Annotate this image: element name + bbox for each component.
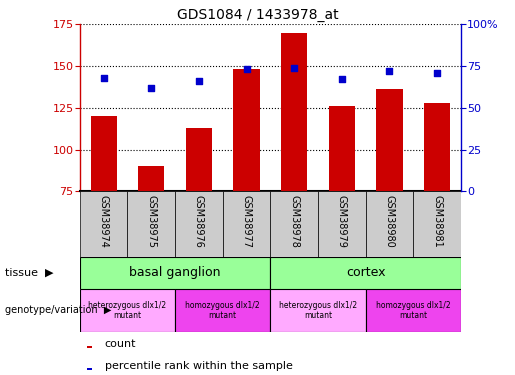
Text: homozygous dlx1/2
mutant: homozygous dlx1/2 mutant [376, 301, 451, 320]
Bar [413, 191, 461, 257]
Bar [128, 191, 175, 257]
Bar [233, 69, 260, 316]
Bar [88, 346, 92, 348]
Text: GSM38980: GSM38980 [385, 195, 394, 247]
Bar [80, 289, 175, 332]
Text: genotype/variation  ▶: genotype/variation ▶ [5, 305, 112, 315]
Point [338, 76, 346, 82]
Text: homozygous dlx1/2
mutant: homozygous dlx1/2 mutant [185, 301, 260, 320]
Text: GSM38981: GSM38981 [432, 195, 442, 247]
Bar [91, 116, 117, 316]
Bar [318, 191, 366, 257]
Bar [270, 191, 318, 257]
Text: tissue  ▶: tissue ▶ [5, 268, 54, 278]
Bar [222, 191, 270, 257]
Text: heterozygous dlx1/2
mutant: heterozygous dlx1/2 mutant [279, 301, 357, 320]
Text: heterozygous dlx1/2
mutant: heterozygous dlx1/2 mutant [89, 301, 166, 320]
Text: GDS1084 / 1433978_at: GDS1084 / 1433978_at [177, 9, 338, 22]
Point [385, 68, 393, 74]
Text: GSM38974: GSM38974 [99, 195, 109, 248]
Point [195, 78, 203, 84]
Text: GSM38979: GSM38979 [337, 195, 347, 248]
Text: count: count [105, 339, 136, 349]
Bar [186, 128, 212, 316]
Bar [175, 289, 270, 332]
Bar [329, 106, 355, 316]
Bar [80, 257, 270, 289]
Bar [175, 191, 222, 257]
Text: GSM38978: GSM38978 [289, 195, 299, 248]
Bar [376, 90, 403, 316]
Bar [88, 368, 92, 370]
Text: GSM38977: GSM38977 [242, 195, 251, 248]
Point [290, 65, 298, 71]
Bar [80, 191, 128, 257]
Point [99, 75, 108, 81]
Bar [281, 33, 307, 316]
Bar [138, 166, 164, 316]
Bar [424, 103, 450, 316]
Point [433, 70, 441, 76]
Point [147, 85, 156, 91]
Point [243, 66, 251, 72]
Bar [366, 191, 413, 257]
Text: percentile rank within the sample: percentile rank within the sample [105, 360, 293, 370]
Bar [366, 289, 461, 332]
Bar [270, 257, 461, 289]
Text: basal ganglion: basal ganglion [129, 266, 221, 279]
Text: cortex: cortex [346, 266, 385, 279]
Text: GSM38976: GSM38976 [194, 195, 204, 248]
Text: GSM38975: GSM38975 [146, 195, 156, 248]
Bar [270, 289, 366, 332]
